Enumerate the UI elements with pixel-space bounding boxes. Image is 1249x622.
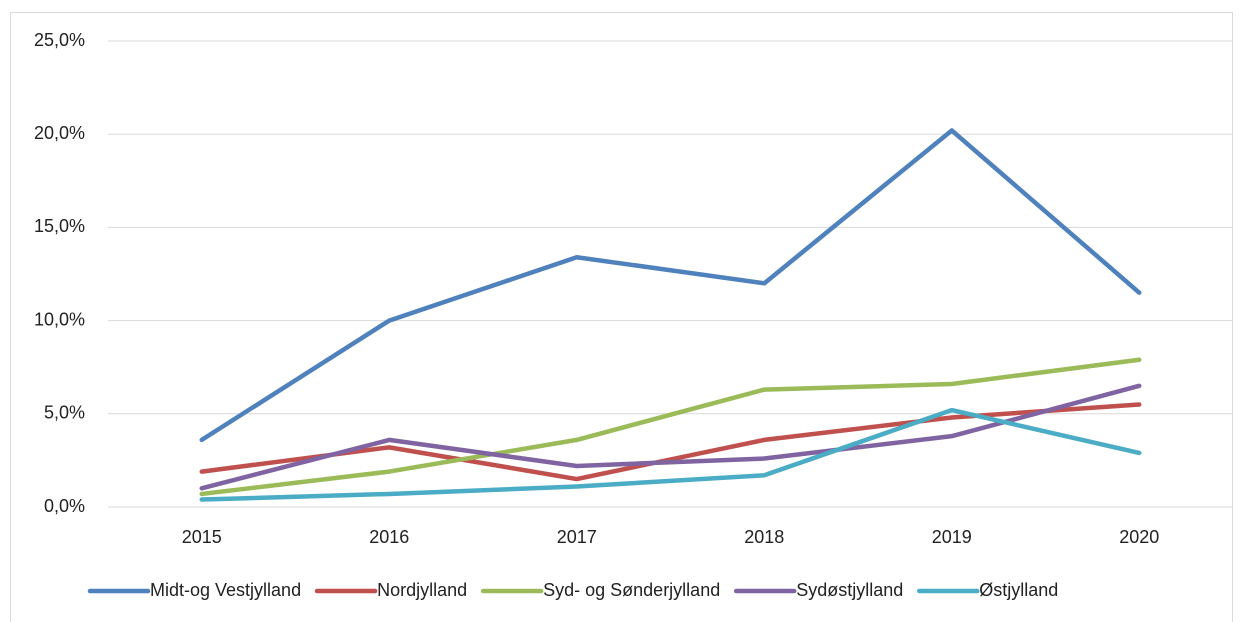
x-tick-label: 2020 [1119, 527, 1159, 547]
legend-label: Sydøstjylland [796, 580, 903, 600]
x-tick-label: 2018 [744, 527, 784, 547]
x-tick-label: 2016 [369, 527, 409, 547]
series-line [199, 128, 1142, 443]
x-tick-label: 2015 [182, 527, 222, 547]
y-tick-label: 0,0% [44, 496, 85, 516]
y-tick-label: 20,0% [34, 123, 85, 143]
chart-border [10, 12, 1233, 622]
y-tick-label: 25,0% [34, 30, 85, 50]
y-tick-label: 15,0% [34, 216, 85, 236]
legend-label: Syd- og Sønderjylland [543, 580, 720, 600]
series-line [199, 357, 1142, 497]
series-line [199, 383, 1142, 491]
series-line [199, 407, 1142, 502]
x-tick-label: 2019 [932, 527, 972, 547]
legend-label: Midt-og Vestjylland [150, 580, 301, 600]
legend-label: Østjylland [979, 580, 1058, 600]
x-tick-label: 2017 [557, 527, 597, 547]
y-tick-label: 5,0% [44, 403, 85, 423]
y-tick-label: 10,0% [34, 309, 85, 329]
legend-label: Nordjylland [377, 580, 467, 600]
